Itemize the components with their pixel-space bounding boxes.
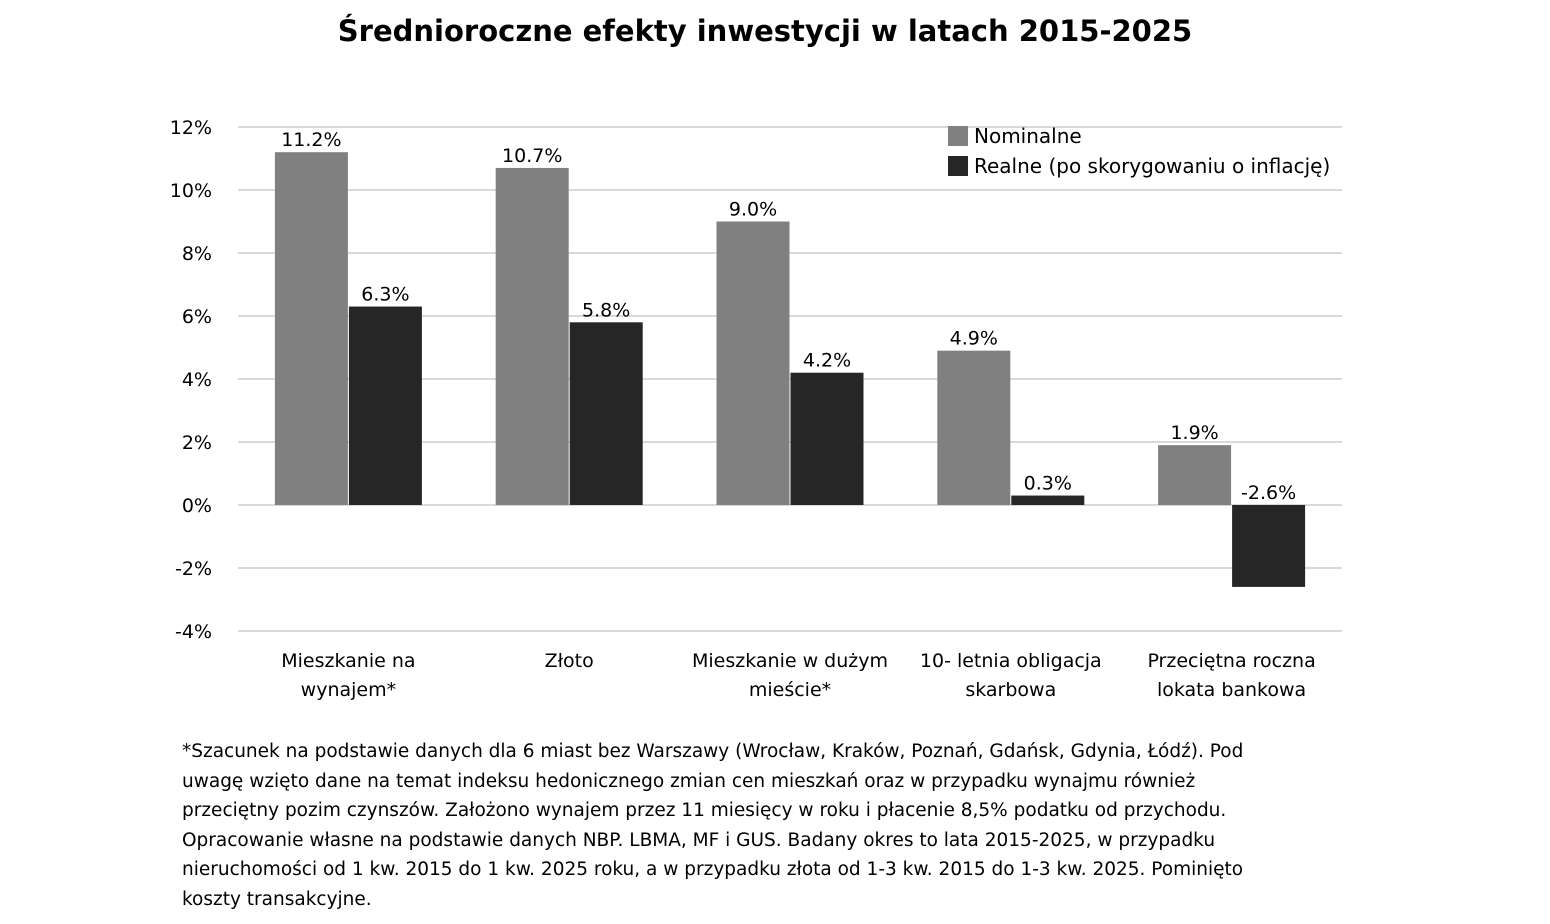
data-label: 5.8%	[582, 299, 630, 321]
y-axis-ticks: -4% -2% 0% 2% 4% 6% 8% 10% 12%	[170, 117, 212, 643]
data-label: -2.6%	[1241, 482, 1296, 504]
data-label: 1.9%	[1170, 422, 1218, 444]
legend-label: Realne (po skorygowaniu o inflację)	[974, 154, 1330, 178]
y-tick-label: -2%	[175, 558, 212, 580]
category-label: Mieszkanie na	[281, 650, 415, 672]
y-tick-label: 2%	[182, 432, 212, 454]
y-tick-label: 6%	[182, 306, 212, 328]
bar-nominal	[937, 350, 1011, 505]
footnote: *Szacunek na podstawie danych dla 6 mias…	[182, 737, 1342, 914]
footnote-line: nieruchomości od 1 kw. 2015 do 1 kw. 202…	[182, 859, 1244, 880]
y-tick-label: 0%	[182, 495, 212, 517]
footnote-line: *Szacunek na podstawie danych dla 6 mias…	[182, 741, 1244, 762]
data-label: 6.3%	[361, 284, 409, 306]
y-tick-label: -4%	[175, 621, 212, 643]
category-label: Złoto	[545, 650, 594, 672]
y-tick-label: 8%	[182, 243, 212, 265]
category-label: Przeciętna roczna	[1147, 650, 1315, 672]
data-label: 4.9%	[950, 328, 998, 350]
bar-real	[1232, 505, 1306, 587]
data-labels: 11.2% 6.3% 10.7% 5.8% 9.0% 4.2% 4.9% 0.3% 1.9% -2…	[281, 129, 1296, 504]
gridlines	[238, 126, 1342, 632]
footnote-line: przeciętny pozim czynszów. Założono wyna…	[182, 800, 1227, 821]
footnote-line: koszty transakcyjne.	[182, 888, 372, 910]
footnote-line: Opracowanie własne na podstawie danych N…	[182, 829, 1216, 851]
legend-label: Nominalne	[974, 124, 1082, 148]
data-label: 11.2%	[281, 129, 341, 151]
data-label: 0.3%	[1024, 473, 1072, 495]
category-label: 10- letnia obligacja	[920, 650, 1102, 672]
bar-nominal	[1158, 445, 1232, 505]
data-label: 9.0%	[729, 199, 777, 221]
y-tick-label: 4%	[182, 369, 212, 391]
data-label: 4.2%	[803, 350, 851, 372]
bars	[274, 152, 1306, 587]
category-label: mieście*	[749, 679, 831, 701]
bar-real	[1011, 495, 1085, 505]
legend: Nominalne Realne (po skorygowaniu o infla…	[948, 124, 1330, 178]
category-label: Mieszkanie w dużym	[692, 650, 888, 672]
legend-swatch-nominal	[948, 126, 968, 146]
bar-real	[790, 372, 864, 505]
category-label: skarbowa	[965, 679, 1056, 701]
bar-real	[569, 322, 643, 505]
bar-nominal	[495, 167, 569, 505]
footnote-line: uwagę wzięto dane na temat indeksu hedon…	[182, 770, 1196, 792]
category-labels: Mieszkanie na wynajem* Złoto Mieszkanie w d…	[281, 650, 1315, 701]
legend-swatch-real	[948, 156, 968, 176]
y-tick-label: 10%	[170, 180, 212, 202]
category-label: wynajem*	[301, 679, 396, 701]
bar-nominal	[716, 221, 790, 505]
bar-real	[348, 306, 422, 505]
bar-nominal	[274, 152, 348, 505]
category-label: lokata bankowa	[1157, 679, 1306, 701]
bar-chart: -4% -2% 0% 2% 4% 6% 8% 10% 12% 11.2% 6.3% 10.7% 5.8…	[170, 117, 1342, 701]
y-tick-label: 12%	[170, 117, 212, 139]
data-label: 10.7%	[502, 145, 562, 167]
chart-title: Średnioroczne efekty inwestycji w latach…	[337, 14, 1193, 48]
